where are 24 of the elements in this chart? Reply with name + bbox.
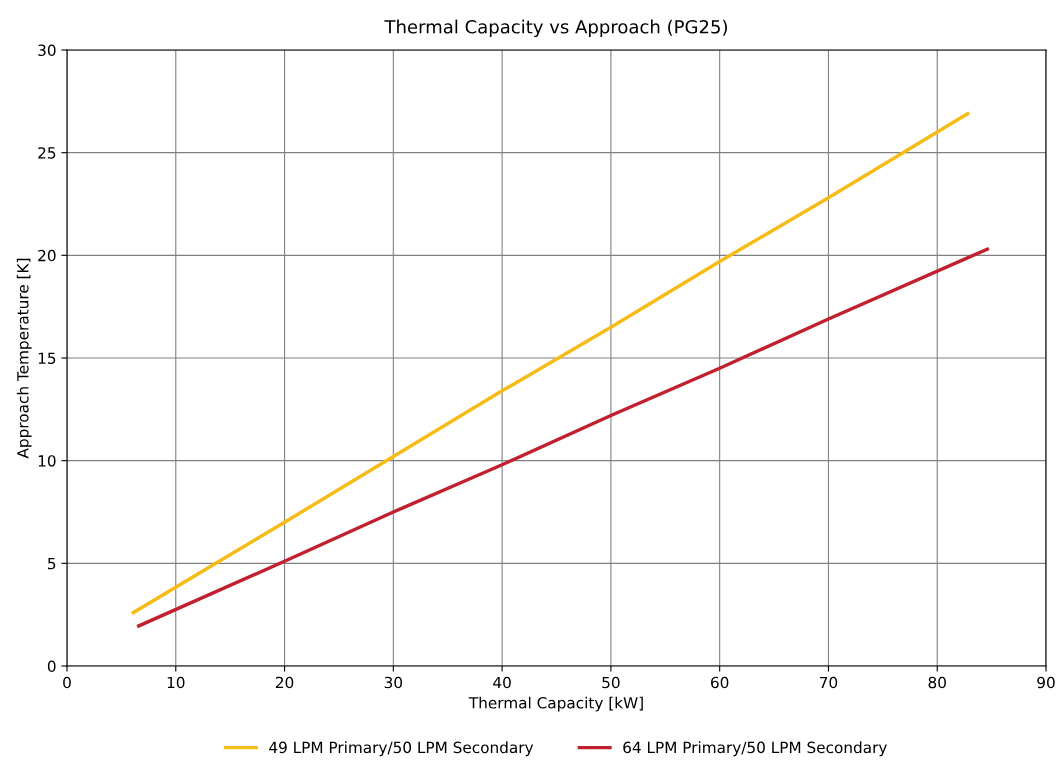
x-tick-label: 0 — [63, 676, 71, 689]
line-series — [137, 247, 989, 628]
x-tick-label: 40 — [493, 676, 511, 689]
y-tick-label: 20 — [38, 249, 56, 262]
line-series — [131, 111, 970, 615]
x-tick-label: 30 — [384, 676, 403, 689]
y-tick-label: 5 — [48, 558, 56, 570]
x-tick-label: 90 — [1037, 676, 1055, 689]
y-tick-label: 15 — [38, 352, 56, 365]
y-tick-label: 10 — [38, 455, 56, 467]
y-tick-label: 0 — [47, 660, 56, 673]
y-tick-label: 25 — [38, 147, 56, 159]
x-tick-label: 10 — [167, 676, 185, 689]
x-axis-title: Thermal Capacity [kW] — [468, 696, 643, 712]
chart-title: Thermal Capacity vs Approach (PG25) — [384, 19, 727, 38]
y-tick-label: 30 — [38, 44, 56, 57]
legend-label: 49 LPM Primary/50 LPM Secondary — [269, 741, 534, 757]
x-tick-label: 70 — [819, 676, 838, 689]
x-tick-label: 80 — [928, 676, 946, 689]
x-tick-label: 20 — [275, 676, 294, 689]
x-tick-label: 50 — [602, 676, 620, 689]
legend-label: 64 LPM Primary/50 LPM Secondary — [623, 741, 887, 757]
x-tick-label: 60 — [711, 676, 729, 689]
y-axis-title: Approach Temperature [K] — [16, 258, 32, 459]
